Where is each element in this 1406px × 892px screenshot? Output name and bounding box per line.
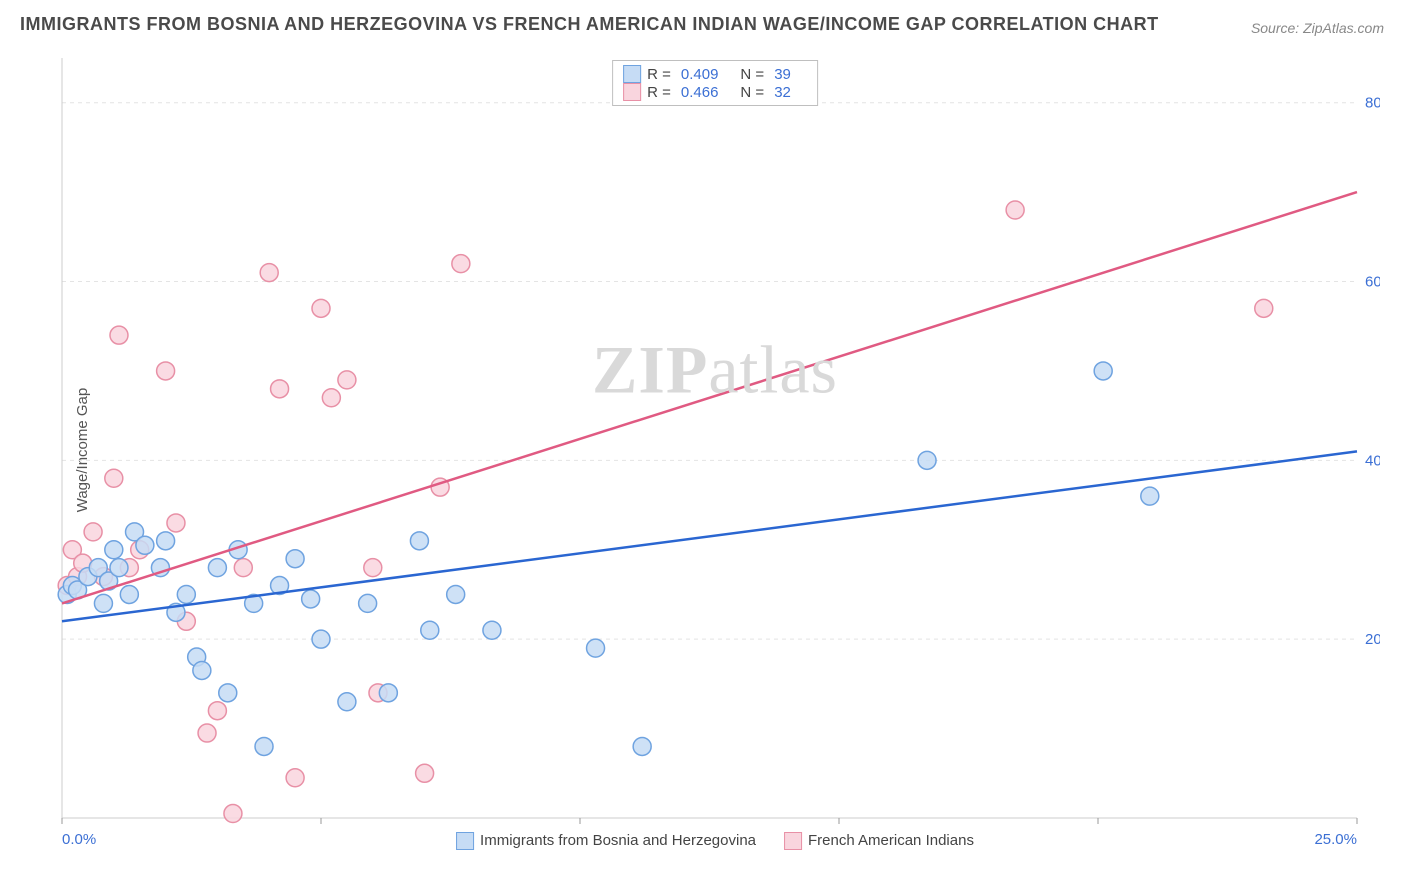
n-label: N =	[740, 66, 764, 83]
n-value: 32	[774, 84, 791, 101]
n-value: 39	[774, 66, 791, 83]
svg-text:60.0%: 60.0%	[1365, 274, 1380, 291]
chart-container: Wage/Income Gap 0.0%25.0%20.0%40.0%60.0%…	[50, 50, 1380, 850]
svg-text:25.0%: 25.0%	[1314, 831, 1357, 848]
legend-swatch	[623, 83, 641, 101]
svg-text:0.0%: 0.0%	[62, 831, 96, 848]
legend-label: French American Indians	[808, 832, 974, 849]
legend-row: R = 0.466 N = 32	[623, 83, 807, 101]
legend-label: Immigrants from Bosnia and Herzegovina	[480, 832, 756, 849]
legend-item: Immigrants from Bosnia and Herzegovina	[456, 832, 756, 850]
n-label: N =	[740, 84, 764, 101]
scatter-plot: 0.0% 25.0% 20.0% 40.0% 60.0% 80.0%	[50, 50, 1380, 850]
svg-text:80.0%: 80.0%	[1365, 95, 1380, 112]
svg-text:40.0%: 40.0%	[1365, 452, 1380, 469]
legend-swatch	[623, 65, 641, 83]
svg-text:20.0%: 20.0%	[1365, 631, 1380, 648]
r-label: R =	[647, 84, 671, 101]
source-attribution: Source: ZipAtlas.com	[1251, 20, 1384, 36]
chart-title: IMMIGRANTS FROM BOSNIA AND HERZEGOVINA V…	[20, 14, 1159, 35]
r-label: R =	[647, 66, 671, 83]
series-legend: Immigrants from Bosnia and Herzegovina Fr…	[456, 832, 974, 850]
r-value: 0.409	[681, 66, 719, 83]
legend-swatch	[784, 832, 802, 850]
r-value: 0.466	[681, 84, 719, 101]
correlation-legend: R = 0.409 N = 39 R = 0.466 N = 32	[612, 60, 818, 106]
legend-item: French American Indians	[784, 832, 974, 850]
legend-row: R = 0.409 N = 39	[623, 65, 807, 83]
legend-swatch	[456, 832, 474, 850]
